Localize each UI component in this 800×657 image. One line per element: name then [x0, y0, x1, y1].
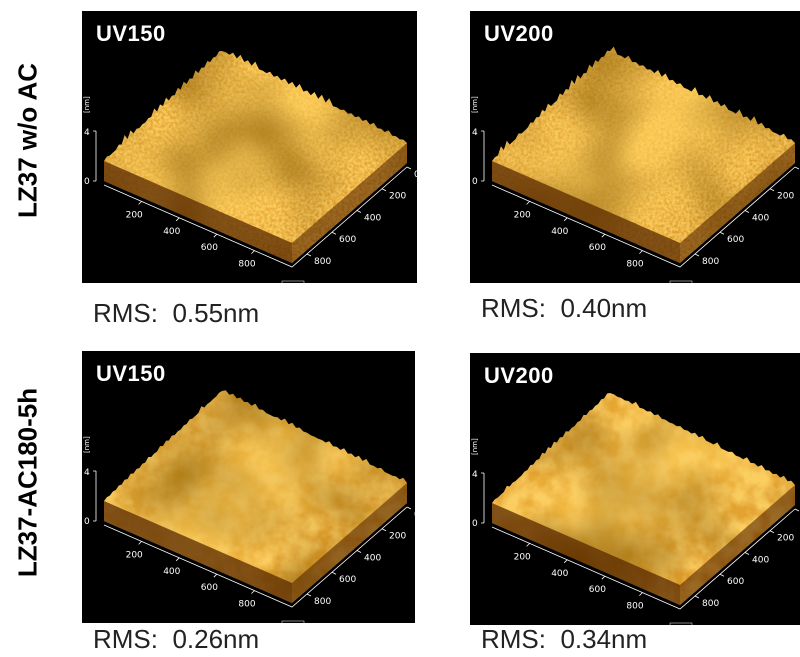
y-tick-label: 400: [364, 213, 381, 223]
y-tick-label: 400: [752, 213, 769, 223]
afm-panel-uv150-ac180: 40[nm]2004006008000200400600800[nm] UV15…: [82, 351, 415, 623]
afm-panel-uv200-no-ac: 40[nm]2004006008000200400600800[nm] UV20…: [470, 11, 800, 283]
x-tick-label: 400: [551, 227, 568, 237]
panel-title: UV150: [96, 361, 166, 387]
z-tick-label: 4: [472, 128, 478, 138]
y-tick-label: 400: [364, 553, 381, 563]
z-axis-unit: [nm]: [83, 436, 91, 453]
y-tick-label: 800: [702, 599, 719, 609]
x-tick-label: 200: [514, 210, 531, 220]
y-tick-label: 600: [727, 235, 744, 245]
z-axis-unit: [nm]: [471, 438, 479, 455]
x-tick-label: 800: [626, 260, 643, 270]
z-tick-label: 0: [84, 517, 90, 527]
x-tick-label: 800: [238, 600, 255, 610]
x-tick-label: 800: [238, 260, 255, 270]
z-axis-unit: [nm]: [471, 96, 479, 113]
x-tick-label: 400: [163, 227, 180, 237]
y-tick-label: 0: [414, 170, 417, 180]
y-tick-label: 200: [777, 534, 794, 544]
y-tick-label: 400: [752, 555, 769, 565]
y-tick-label: 200: [777, 192, 794, 202]
y-tick-label: 600: [727, 577, 744, 587]
panel-title: UV200: [484, 363, 554, 389]
z-tick-label: 4: [472, 470, 478, 480]
z-axis-unit: [nm]: [83, 96, 91, 113]
x-tick-label: 400: [163, 567, 180, 577]
y-tick-label: 600: [339, 575, 356, 585]
row-label-no-ac: LZ37 w/o AC: [13, 41, 44, 241]
panel-title: UV200: [484, 21, 554, 47]
y-tick-label: 800: [702, 257, 719, 267]
z-tick-label: 4: [84, 128, 90, 138]
x-tick-label: 400: [551, 569, 568, 579]
x-tick-label: 600: [589, 585, 606, 595]
x-tick-label: 200: [514, 552, 531, 562]
z-tick-label: 4: [84, 468, 90, 478]
z-tick-label: 0: [472, 177, 478, 187]
y-tick-label: 200: [389, 532, 406, 542]
y-tick-label: 800: [314, 597, 331, 607]
rms-value: RMS: 0.26nm: [93, 624, 259, 655]
panel-title: UV150: [96, 21, 166, 47]
y-tick-label: 0: [414, 510, 415, 520]
row-label-ac180: LZ37-AC180-5h: [13, 368, 44, 598]
x-tick-label: 200: [126, 550, 143, 560]
afm-surface-image: 40[nm]2004006008000200400600800[nm]: [470, 11, 800, 283]
z-tick-label: 0: [84, 177, 90, 187]
y-tick-label: 600: [339, 235, 356, 245]
y-tick-label: 800: [314, 257, 331, 267]
afm-surface-image: 40[nm]2004006008000200400600800[nm]: [470, 353, 800, 625]
x-tick-label: 600: [201, 583, 218, 593]
rms-value: RMS: 0.55nm: [93, 298, 259, 329]
rms-value: RMS: 0.40nm: [481, 293, 647, 324]
afm-panel-uv150-no-ac: 40[nm]2004006008000200400600800[nm] UV15…: [82, 11, 417, 283]
afm-panel-uv200-ac180: 40[nm]2004006008000200400600800[nm] UV20…: [470, 353, 800, 625]
afm-surface-image: 40[nm]2004006008000200400600800[nm]: [82, 351, 415, 623]
y-tick-label: 200: [389, 192, 406, 202]
x-tick-label: 200: [126, 210, 143, 220]
x-tick-label: 600: [589, 243, 606, 253]
x-tick-label: 800: [626, 602, 643, 612]
afm-surface-image: 40[nm]2004006008000200400600800[nm]: [82, 11, 417, 283]
z-tick-label: 0: [472, 519, 478, 529]
x-tick-label: 600: [201, 243, 218, 253]
rms-value: RMS: 0.34nm: [481, 624, 647, 655]
